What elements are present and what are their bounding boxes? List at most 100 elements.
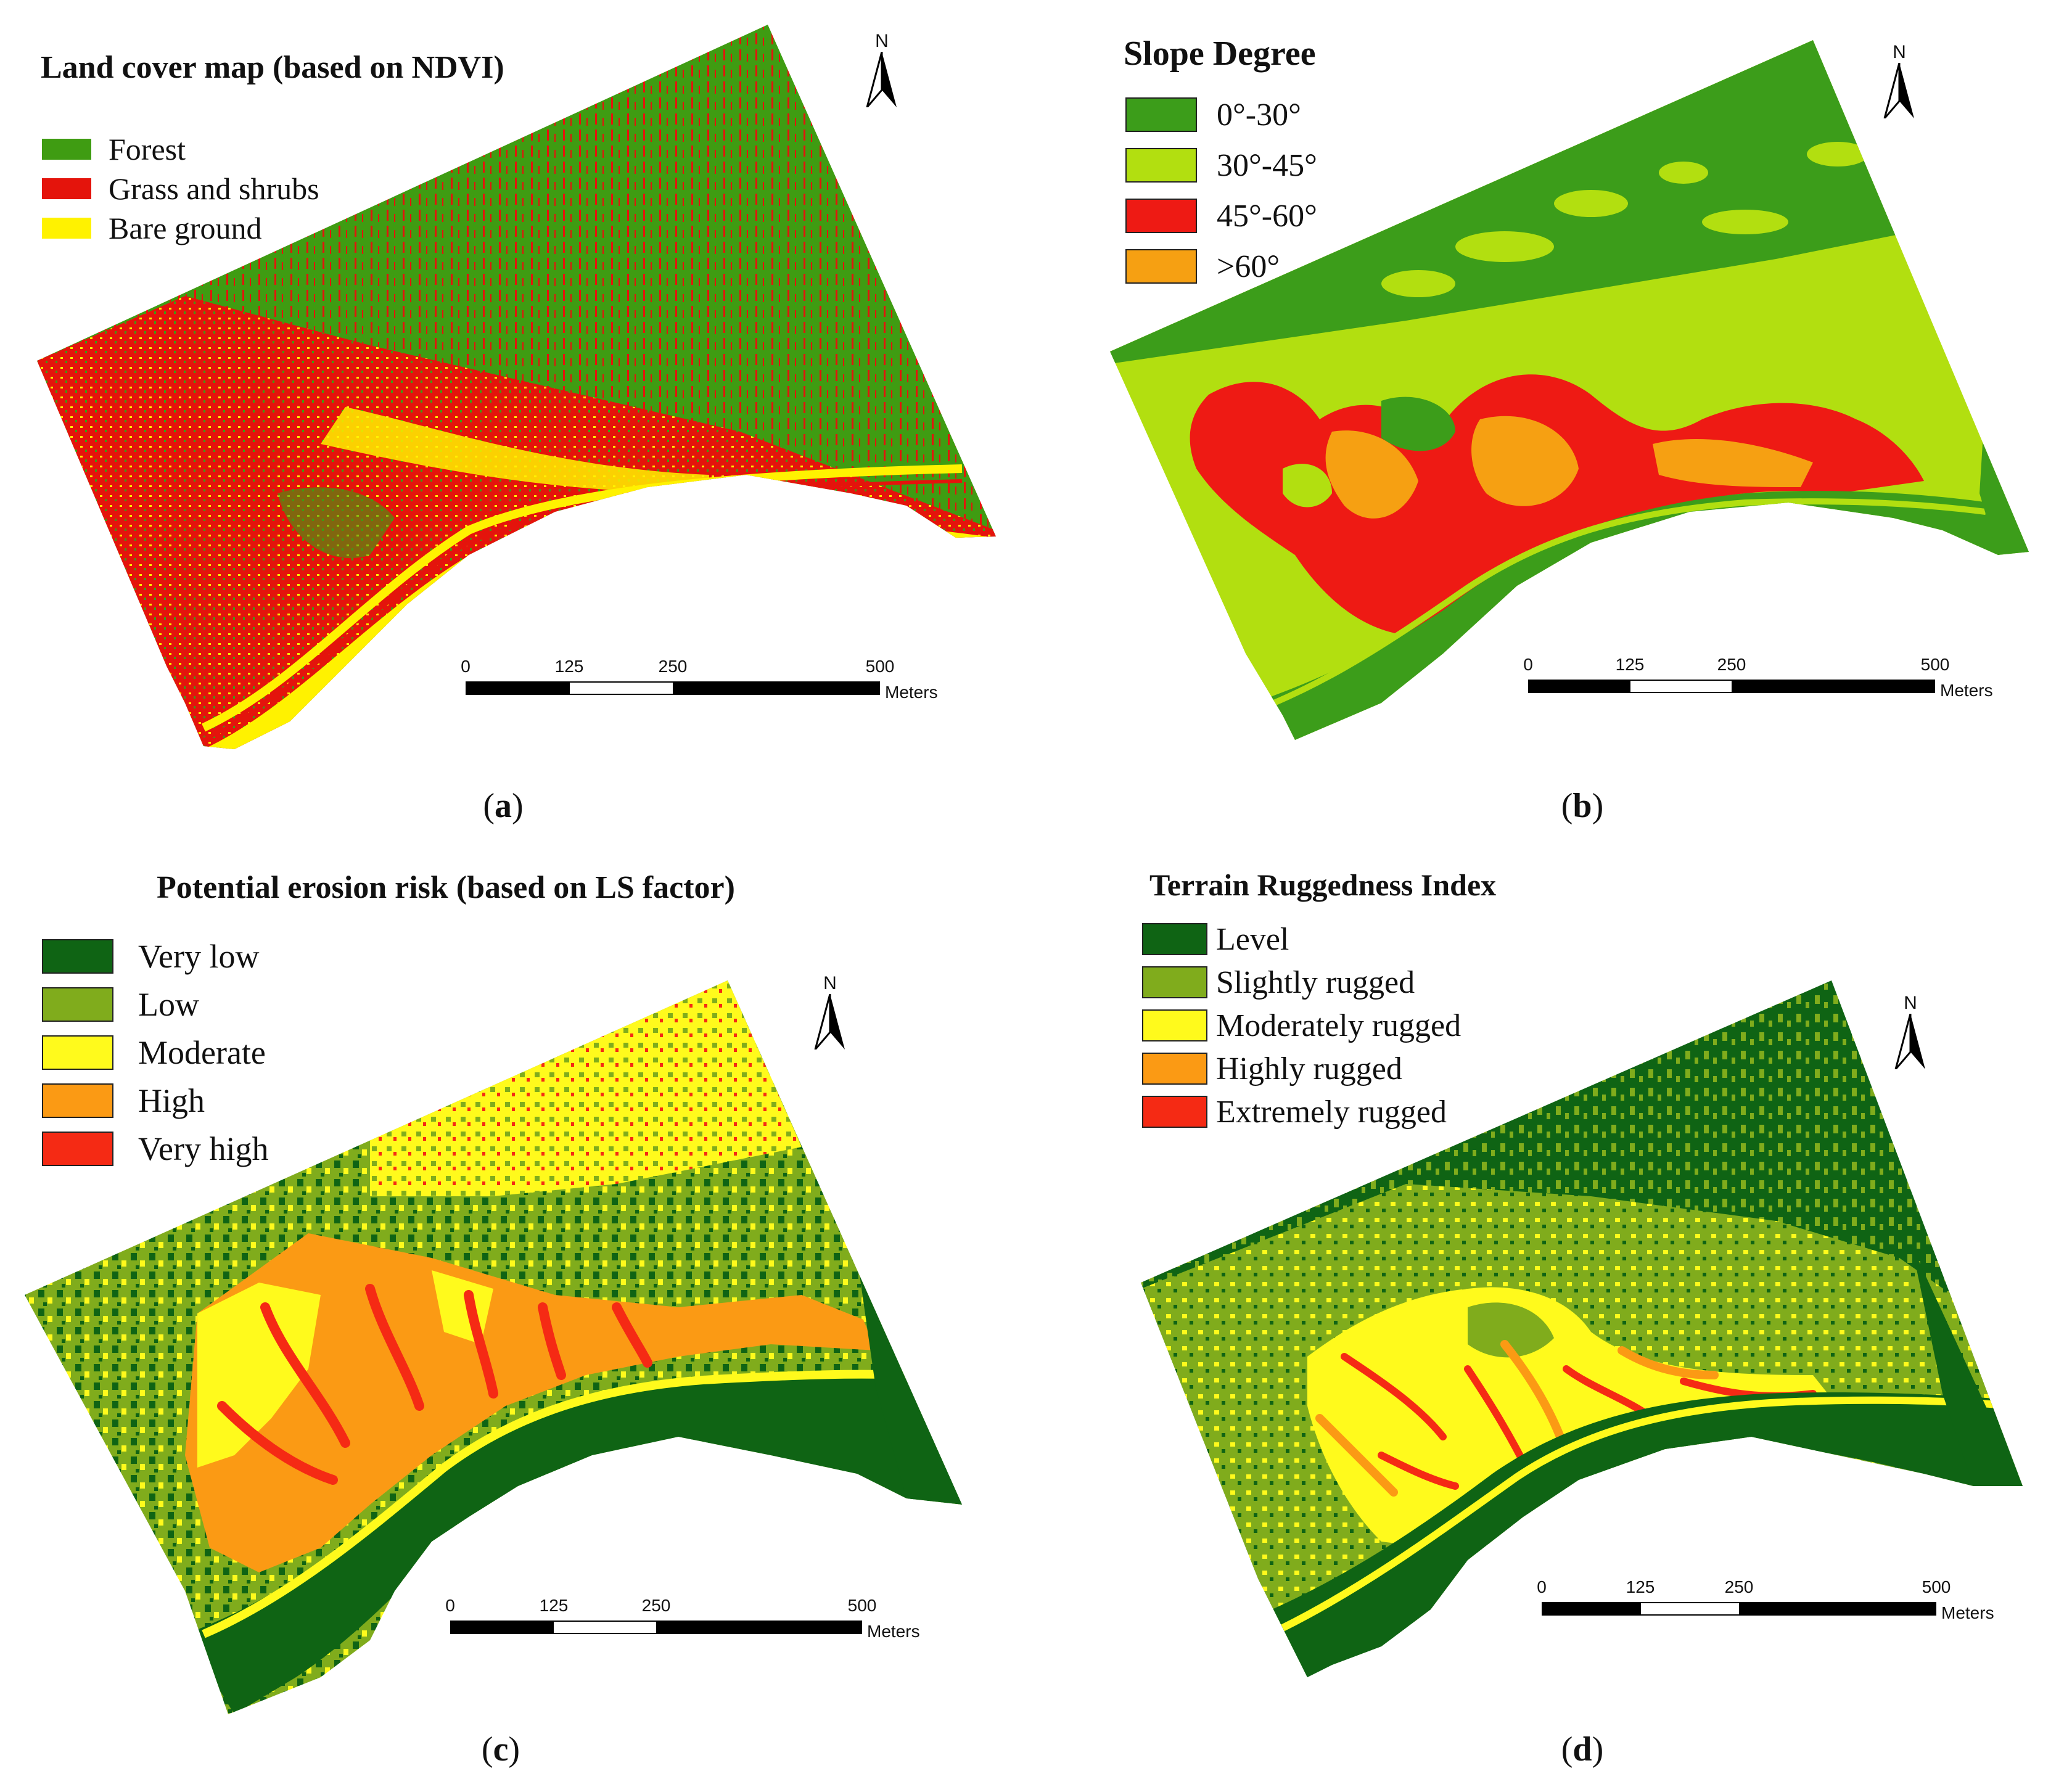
- scale-tick-label: 250: [1724, 1577, 1754, 1596]
- scale-bar: 0 125 250 500 Meters: [1537, 1577, 2035, 1627]
- map-legend: 0°-30° 30°-45° 45°-60° >60°: [1125, 89, 1317, 292]
- legend-swatch: [1142, 1096, 1207, 1128]
- legend-label: Moderate: [138, 1034, 266, 1071]
- legend-label: 0°-30°: [1217, 97, 1301, 133]
- legend-label: Very low: [138, 938, 260, 975]
- legend-swatch: [1142, 1009, 1207, 1041]
- legend-label: 45°-60°: [1217, 198, 1317, 234]
- legend-swatch: [42, 1035, 113, 1070]
- scale-tick-label: 125: [1615, 655, 1645, 674]
- north-arrow: N: [865, 31, 899, 110]
- north-arrow: N: [1893, 993, 1928, 1072]
- map-legend: Level Slightly rugged Moderately rugged …: [1142, 918, 1461, 1133]
- north-arrow-icon: [866, 51, 897, 108]
- scale-bar-graphic: [450, 1621, 862, 1634]
- map-title: Slope Degree: [1124, 35, 1316, 73]
- legend-swatch: [1125, 148, 1197, 183]
- map-legend: Very low Low Moderate High Very high: [42, 932, 268, 1173]
- legend-label: Level: [1216, 921, 1289, 957]
- panel-caption: (d): [1561, 1730, 1604, 1769]
- legend-label: Highly rugged: [1216, 1051, 1402, 1087]
- legend-item: 30°-45°: [1125, 140, 1317, 191]
- legend-label: Slightly rugged: [1216, 964, 1415, 1000]
- north-arrow-icon: [814, 993, 845, 1050]
- scale-unit: Meters: [1941, 1603, 1994, 1622]
- legend-item: Forest: [42, 129, 319, 169]
- legend-item: >60°: [1125, 241, 1317, 292]
- scale-tick-label: 0: [1523, 655, 1533, 674]
- legend-swatch: [42, 1083, 113, 1118]
- scale-bar: 0 125 250 500 Meters: [445, 1596, 944, 1645]
- legend-swatch: [1125, 97, 1197, 132]
- legend-swatch: [42, 1132, 113, 1166]
- legend-item: High: [42, 1077, 268, 1125]
- legend-item: Low: [42, 980, 268, 1029]
- panel-caption: (b): [1561, 787, 1604, 825]
- legend-item: Very low: [42, 932, 268, 980]
- legend-item: Very high: [42, 1125, 268, 1173]
- legend-item: Slightly rugged: [1142, 961, 1461, 1004]
- legend-swatch: [42, 178, 91, 199]
- legend-swatch: [1125, 249, 1197, 284]
- panel-c: Potential erosion risk (based on LS fact…: [0, 863, 1036, 1787]
- north-label: N: [823, 973, 837, 993]
- scale-tick-label: 0: [1537, 1577, 1547, 1596]
- north-arrow-icon: [1894, 1013, 1925, 1070]
- north-label: N: [1904, 993, 1917, 1013]
- scale-tick-label: 250: [1717, 655, 1746, 674]
- legend-item: Highly rugged: [1142, 1047, 1461, 1090]
- north-label: N: [1893, 42, 1906, 62]
- scale-unit: Meters: [1940, 681, 1993, 700]
- north-arrow-icon: [1883, 62, 1914, 119]
- legend-swatch: [42, 139, 91, 160]
- scale-bar-graphic: [1542, 1602, 1936, 1616]
- legend-item: Moderately rugged: [1142, 1004, 1461, 1047]
- legend-label: >60°: [1217, 249, 1280, 284]
- north-arrow: N: [1882, 42, 1917, 121]
- panel-a: Land cover map (based on NDVI) Forest Gr…: [0, 0, 1036, 863]
- legend-label: Low: [138, 986, 199, 1023]
- scale-bar-graphic: [1528, 680, 1935, 693]
- map-legend: Forest Grass and shrubs Bare ground: [42, 129, 319, 248]
- legend-label: Grass and shrubs: [109, 171, 319, 206]
- land-cover-map: [37, 25, 996, 749]
- scale-tick-label: 0: [445, 1596, 455, 1615]
- panel-d: Terrain Ruggedness Index Level Slightly …: [1036, 863, 2072, 1787]
- north-label: N: [875, 31, 889, 51]
- map-title: Potential erosion risk (based on LS fact…: [157, 870, 735, 905]
- scale-unit: Meters: [885, 683, 938, 702]
- legend-label: Extremely rugged: [1216, 1094, 1447, 1130]
- legend-label: Very high: [138, 1130, 269, 1167]
- scale-tick-label: 125: [1626, 1577, 1655, 1596]
- legend-label: 30°-45°: [1217, 147, 1317, 183]
- legend-label: Bare ground: [109, 211, 262, 245]
- legend-swatch: [42, 939, 113, 974]
- legend-swatch: [42, 218, 91, 239]
- map-title: Land cover map (based on NDVI): [41, 50, 504, 85]
- legend-item: 0°-30°: [1125, 89, 1317, 140]
- scale-tick-label: 125: [539, 1596, 569, 1615]
- legend-swatch: [1142, 1053, 1207, 1085]
- panel-b: Slope Degree 0°-30° 30°-45° 45°-60° >60°…: [1036, 0, 2072, 863]
- scale-tick-label: 500: [865, 657, 895, 676]
- scale-tick-label: 250: [658, 657, 688, 676]
- legend-label: Forest: [109, 132, 186, 166]
- scale-bar: 0 125 250 500 Meters: [1523, 655, 2021, 704]
- legend-item: Moderate: [42, 1029, 268, 1077]
- scale-bar: 0 125 250 500 Meters: [461, 657, 959, 706]
- scale-bar-graphic: [466, 681, 880, 695]
- map-title: Terrain Ruggedness Index: [1149, 868, 1497, 902]
- scale-unit: Meters: [867, 1622, 920, 1641]
- legend-item: 45°-60°: [1125, 191, 1317, 241]
- erosion-risk-map: [25, 980, 962, 1714]
- north-arrow: N: [813, 973, 847, 1053]
- scale-tick-label: 0: [461, 657, 471, 676]
- scale-tick-label: 125: [554, 657, 584, 676]
- panel-caption: (a): [483, 787, 524, 825]
- slope-degree-map: [1110, 40, 2029, 740]
- legend-item: Extremely rugged: [1142, 1090, 1461, 1133]
- panel-caption: (c): [481, 1730, 520, 1769]
- legend-swatch: [42, 987, 113, 1022]
- scale-tick-label: 250: [641, 1596, 671, 1615]
- legend-swatch: [1142, 923, 1207, 955]
